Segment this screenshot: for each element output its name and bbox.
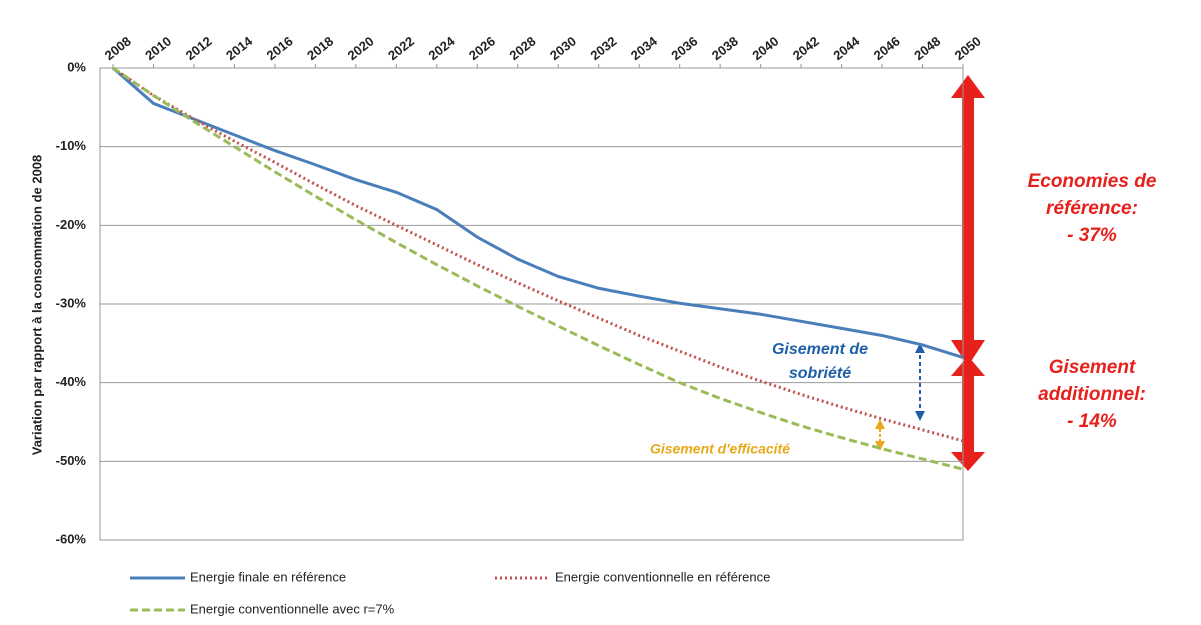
x-tick-label: 2046 [871, 33, 903, 63]
y-axis-label: Variation par rapport à la consommation … [29, 155, 44, 456]
y-tick-label: -30% [56, 295, 87, 310]
annotation: - 14% [1067, 411, 1117, 432]
x-tick-label: 2014 [223, 33, 256, 63]
annotation: Gisement d'efficacité [650, 441, 790, 457]
x-tick-label: 2048 [911, 33, 943, 63]
annotation: Economies de [1028, 171, 1157, 192]
x-tick-label: 2022 [385, 33, 417, 63]
y-tick-label: -20% [56, 217, 87, 232]
y-tick-label: -10% [56, 138, 87, 153]
annotation: Gisement [1049, 357, 1136, 378]
x-tick-label: 2008 [102, 33, 134, 63]
series-line [112, 66, 964, 471]
series-line [112, 66, 964, 443]
series-line [112, 66, 964, 359]
x-tick-label: 2030 [547, 33, 579, 63]
x-tick-label: 2042 [790, 33, 822, 63]
annotation: référence: [1046, 198, 1138, 219]
x-tick-label: 2034 [628, 33, 661, 63]
x-tick-label: 2020 [345, 33, 377, 63]
annotation: additionnel: [1038, 384, 1146, 405]
arrow [951, 356, 985, 471]
x-tick-label: 2016 [264, 33, 296, 63]
x-tick-label: 2038 [709, 33, 741, 63]
x-tick-label: 2026 [466, 33, 498, 63]
x-tick-label: 2018 [304, 33, 336, 63]
x-tick-label: 2044 [830, 33, 863, 63]
x-tick-label: 2032 [587, 33, 619, 63]
arrow [951, 75, 985, 366]
y-tick-label: -40% [56, 374, 87, 389]
x-tick-label: 2012 [183, 33, 215, 63]
x-tick-label: 2028 [506, 33, 538, 63]
y-tick-label: -60% [56, 531, 87, 546]
legend-label: Energie conventionnelle en référence [555, 569, 770, 584]
y-tick-label: -50% [56, 453, 87, 468]
annotation: Gisement de [772, 341, 868, 358]
legend-label: Energie conventionnelle avec r=7% [190, 601, 395, 616]
x-tick-label: 2010 [142, 33, 174, 63]
x-tick-label: 2036 [668, 33, 700, 63]
annotation: sobriété [789, 365, 851, 382]
y-tick-label: 0% [67, 59, 86, 74]
legend-label: Energie finale en référence [190, 569, 346, 584]
x-tick-label: 2050 [952, 33, 984, 63]
annotation: - 37% [1067, 225, 1117, 246]
x-tick-label: 2040 [749, 33, 781, 63]
x-tick-label: 2024 [426, 33, 459, 63]
